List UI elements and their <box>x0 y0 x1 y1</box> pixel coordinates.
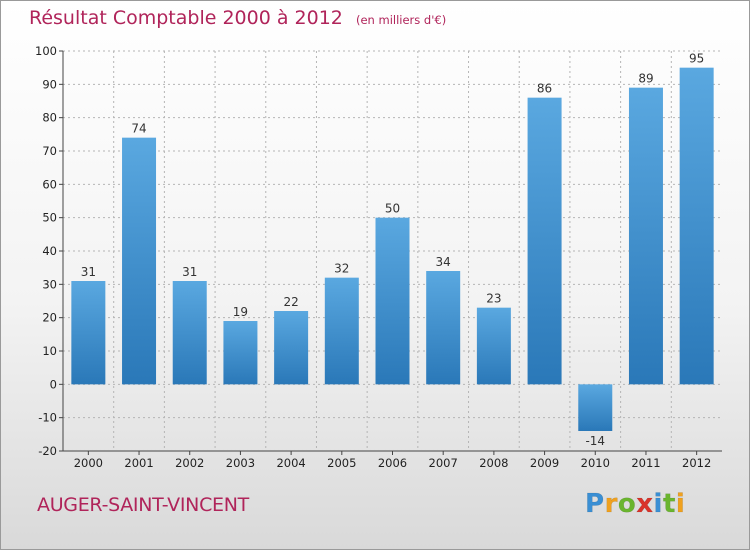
data-label: -14 <box>585 434 605 448</box>
bar <box>375 217 410 385</box>
data-label: 34 <box>436 255 451 269</box>
bar <box>578 384 613 431</box>
x-tick-label: 2012 <box>682 456 711 470</box>
y-tick-label: 60 <box>42 177 57 191</box>
x-tick-label: 2001 <box>124 456 153 470</box>
bars <box>71 67 714 431</box>
data-label: 31 <box>81 265 96 279</box>
x-tick-label: 2010 <box>581 456 610 470</box>
bar <box>71 281 106 385</box>
x-tick-label: 2009 <box>530 456 559 470</box>
bar <box>274 311 309 385</box>
bar <box>122 137 157 385</box>
commune-name: AUGER-SAINT-VINCENT <box>37 494 249 516</box>
bar <box>172 281 207 385</box>
data-label: 31 <box>182 265 197 279</box>
bar <box>628 87 663 385</box>
x-tick-label: 2002 <box>175 456 204 470</box>
bar <box>223 321 258 385</box>
data-labels: 31 74 31 19 22 32 50 34 23 86 -14 89 95 <box>81 52 705 448</box>
x-tick-label: 2005 <box>327 456 356 470</box>
logo-letter: i <box>653 489 663 520</box>
y-tick-label: 20 <box>42 311 57 325</box>
bar <box>426 271 461 385</box>
chart-title: Résultat Comptable 2000 à 2012 (en milli… <box>29 7 446 29</box>
axes: -20 -10 0 10 20 30 40 50 60 70 80 90 100 2000 2001 2002… <box>35 44 722 470</box>
y-tick-label: 70 <box>42 144 57 158</box>
data-label: 74 <box>131 122 146 136</box>
x-tick-label: 2008 <box>479 456 508 470</box>
x-tick-label: 2007 <box>429 456 458 470</box>
bar <box>679 67 714 385</box>
logo-letter: P <box>585 489 605 520</box>
y-tick-label: -20 <box>38 444 57 458</box>
y-tick-label: 100 <box>35 44 57 58</box>
x-tick-label: 2004 <box>276 456 305 470</box>
y-tick-label: 0 <box>50 377 57 391</box>
logo-letter: o <box>617 489 637 520</box>
y-tick-label: 50 <box>42 211 57 225</box>
x-tick-label: 2006 <box>378 456 407 470</box>
grid-lines <box>63 50 722 452</box>
y-tick-label: 90 <box>42 77 57 91</box>
y-tick-label: -10 <box>38 411 57 425</box>
logo-letter: x <box>636 489 654 520</box>
y-tick-label: 10 <box>42 344 57 358</box>
data-label: 19 <box>233 305 248 319</box>
data-label: 32 <box>334 262 349 276</box>
data-label: 89 <box>638 72 653 86</box>
data-label: 86 <box>537 82 552 96</box>
x-tick-label: 2003 <box>226 456 255 470</box>
logo-letter: r <box>604 489 618 520</box>
bar <box>527 97 562 385</box>
logo-letter: i <box>675 489 686 520</box>
chart-unit: (en milliers d'€) <box>355 13 447 27</box>
logo-letter: t <box>662 489 676 520</box>
chart-title-text: Résultat Comptable 2000 à 2012 <box>29 7 343 29</box>
bar <box>476 307 511 385</box>
y-tick-label: 40 <box>42 244 57 258</box>
bar <box>324 277 359 385</box>
data-label: 22 <box>283 295 298 309</box>
proxiti-logo: Proxiti <box>585 489 686 520</box>
data-label: 23 <box>486 292 501 306</box>
x-tick-label: 2000 <box>74 456 103 470</box>
y-tick-label: 30 <box>42 277 57 291</box>
data-label: 95 <box>689 52 704 66</box>
data-label: 50 <box>385 202 400 216</box>
y-tick-label: 80 <box>42 111 57 125</box>
x-tick-label: 2011 <box>631 456 660 470</box>
